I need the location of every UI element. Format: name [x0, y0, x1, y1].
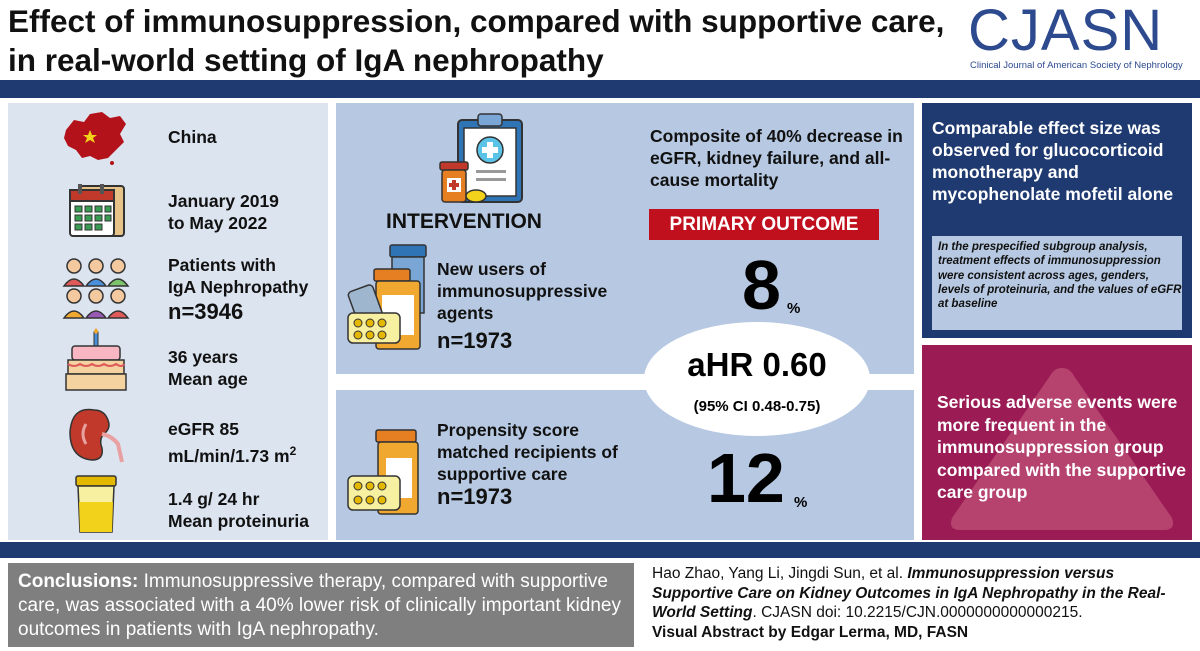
patients-info: Patients with IgA Nephropathy n=3946 [168, 254, 308, 326]
egfr-unit-superscript: 2 [289, 444, 297, 458]
logo-subtitle: Clinical Journal of American Society of … [970, 60, 1183, 71]
calendar-icon [69, 184, 125, 237]
china-map-icon [64, 112, 126, 165]
intervention-outcome-percent: 8 [742, 246, 781, 324]
effect-size-text: Comparable effect size was observed for … [932, 118, 1174, 204]
citation: Hao Zhao, Yang Li, Jingdi Sun, et al. Im… [652, 564, 1197, 642]
study-period: January 2019 to May 2022 [168, 190, 279, 234]
subgroup-note-text: In the prespecified subgroup analysis, t… [938, 241, 1182, 311]
visual-abstract-credit: Visual Abstract by Edgar Lerma, MD, FASN [652, 623, 969, 641]
pill-bottles-icon [347, 244, 427, 350]
conclusions: Conclusions: Immunosuppressive therapy, … [18, 570, 630, 642]
pill-bottle-icon [347, 429, 419, 515]
egfr-value: eGFR 85 [168, 419, 239, 439]
propensity-text: Propensity score matched recipients of s… [437, 420, 618, 484]
top-divider-bar [0, 80, 1200, 98]
control-outcome-percent: 12 [707, 439, 785, 517]
population-panel [8, 103, 328, 540]
primary-outcome-badge: PRIMARY OUTCOME [649, 209, 879, 240]
age-info: 36 years Mean age [168, 346, 248, 390]
conclusions-box [8, 563, 634, 647]
patients-line2: IgA Nephropathy [168, 277, 309, 297]
bottom-divider-bar [0, 542, 1200, 558]
study-period-start: January 2019 [168, 191, 279, 211]
new-users-text: New users of immunosuppressive agents [437, 259, 608, 323]
citation-authors: Hao Zhao, Yang Li, Jingdi Sun, et al. [652, 565, 908, 582]
confidence-interval: (95% CI 0.48-0.75) [693, 398, 821, 415]
page-title: Effect of immunosuppression, compared wi… [8, 3, 945, 78]
patients-line1: Patients with [168, 255, 276, 275]
country-label: China [168, 127, 217, 147]
adjusted-hazard-ratio: aHR 0.60 [687, 346, 827, 383]
control-n: n=1973 [437, 484, 513, 509]
adverse-events-text: Serious adverse events were more frequen… [937, 392, 1186, 502]
egfr-unit: mL/min/1.73 m [168, 445, 290, 466]
composite-outcome-text: Composite of 40% decrease in eGFR, kidne… [650, 126, 903, 190]
intervention-label: INTERVENTION [386, 210, 542, 233]
people-icon [62, 258, 130, 319]
control-percent-sign: % [794, 494, 808, 511]
proteinuria-info: 1.4 g/ 24 hr Mean proteinuria [168, 488, 309, 532]
subgroup-note-box [932, 236, 1182, 330]
mean-age-value: 36 years [168, 347, 239, 367]
urine-cup-icon [75, 475, 117, 533]
conclusions-label: Conclusions: [18, 571, 139, 592]
intervention-percent-sign: % [787, 300, 801, 317]
intervention-n: n=1973 [437, 328, 513, 353]
proteinuria-value: 1.4 g/ 24 hr [168, 489, 260, 509]
hazard-ratio-ellipse [644, 322, 870, 436]
patients-count: n=3946 [168, 299, 244, 324]
study-period-end: to May 2022 [168, 213, 268, 233]
egfr-info: eGFR 85 mL/min/1.73 m2 [168, 418, 296, 467]
clipboard-medicine-icon [439, 113, 523, 203]
citation-title: Immunosuppression versus Supportive Care… [652, 565, 1166, 621]
cjasn-logo: CJASN [968, 0, 1164, 63]
warning-triangle-icon [951, 368, 1173, 530]
cake-icon [65, 328, 127, 391]
proteinuria-label: Mean proteinuria [168, 511, 309, 531]
conclusions-text: Immunosuppressive therapy, compared with… [18, 571, 621, 640]
kidney-icon [69, 408, 124, 463]
mean-age-label: Mean age [168, 369, 248, 389]
citation-doi: . CJASN doi: 10.2215/CJN.000000000000021… [752, 604, 1083, 621]
